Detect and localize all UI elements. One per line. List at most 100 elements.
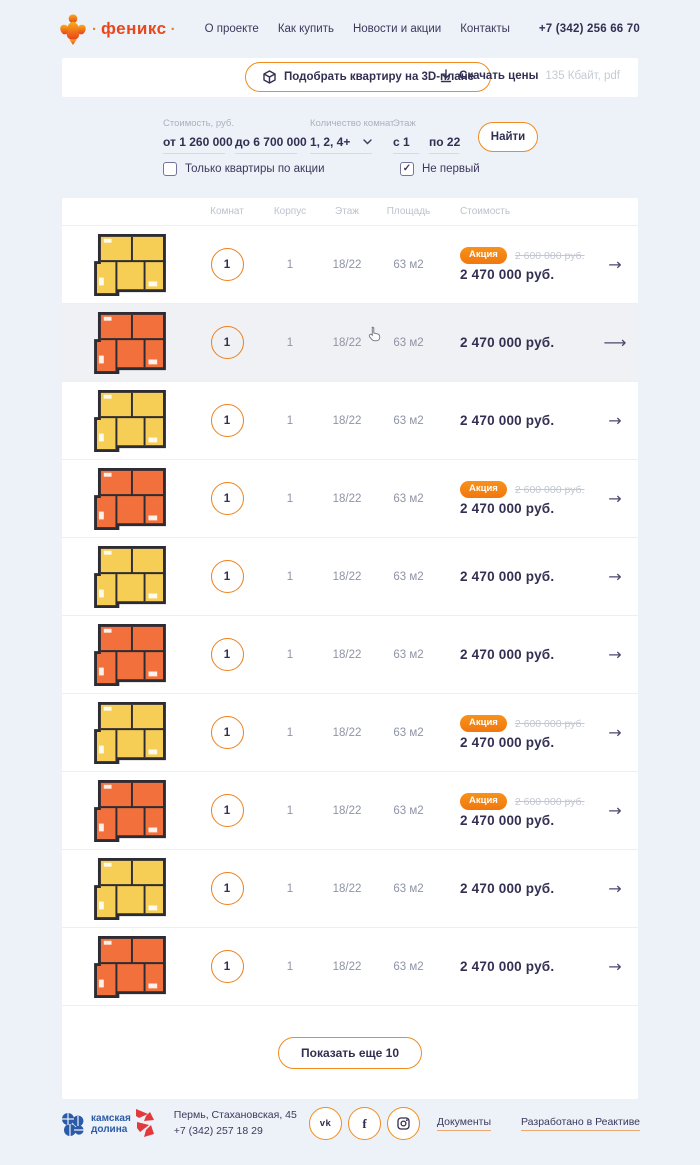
price-from-input[interactable]: от 1 260 000 xyxy=(163,129,233,154)
phoenix-logo[interactable]: · феникс · xyxy=(58,12,176,46)
nav-about[interactable]: О проекте xyxy=(204,23,259,35)
rooms-count: 1 xyxy=(223,414,231,427)
developed-by-link[interactable]: Разработано в Реактиве xyxy=(521,1116,640,1131)
brand-dot-left: · xyxy=(92,20,97,38)
rooms-filter-group: Количество комнат 1, 2, 4+ xyxy=(310,118,394,154)
footer-address-block: Пермь, Стахановская, 45 +7 (342) 257 18 … xyxy=(174,1108,297,1140)
floor-plan-thumbnail[interactable] xyxy=(88,700,172,766)
price: 2 470 000 руб. xyxy=(460,413,555,428)
floor-plan-thumbnail[interactable] xyxy=(88,934,172,1000)
floor-cell: 18/22 xyxy=(332,258,362,271)
floor-plan-thumbnail[interactable] xyxy=(88,544,172,610)
apartment-row[interactable]: 1 1 18/22 63 м2 Акция 2 600 000 руб. 2 4… xyxy=(62,226,638,304)
row-arrow-icon[interactable]: → xyxy=(608,411,622,430)
promo-line: Акция 2 600 000 руб. xyxy=(460,247,602,264)
apartment-row[interactable]: 1 1 18/22 63 м2 Акция 2 470 000 руб. → xyxy=(62,382,638,460)
floor-from-input[interactable]: с 1 xyxy=(393,129,419,154)
promo-badge: Акция xyxy=(460,715,507,732)
area-cell: 63 м2 xyxy=(393,960,424,973)
col-rooms: Комнат xyxy=(210,206,244,217)
floor-plan-thumbnail[interactable] xyxy=(88,622,172,688)
documents-link[interactable]: Документы xyxy=(436,1116,492,1131)
header-phone[interactable]: +7 (342) 256 66 70 xyxy=(538,23,640,35)
row-arrow-icon[interactable]: → xyxy=(608,957,622,976)
building-cell: 1 xyxy=(286,804,294,817)
row-arrow-icon[interactable]: → xyxy=(608,255,622,274)
price-to-input[interactable]: до 6 700 000 xyxy=(235,129,307,154)
rooms-count: 1 xyxy=(223,804,231,817)
apartment-row[interactable]: 1 1 18/22 63 м2 Акция 2 600 000 руб. 2 4… xyxy=(62,694,638,772)
brand-name: феникс xyxy=(101,19,167,38)
instagram-glyph xyxy=(397,1117,410,1130)
floor-plan-thumbnail[interactable] xyxy=(88,232,172,298)
plan-cell xyxy=(62,544,188,610)
price: 2 470 000 руб. xyxy=(460,812,555,828)
building-cell: 1 xyxy=(286,726,294,739)
rooms-select[interactable]: 1, 2, 4+ xyxy=(310,129,372,154)
plan-cell xyxy=(62,310,188,376)
promo-only-checkbox[interactable]: Только квартиры по акции xyxy=(163,162,325,176)
nav-news[interactable]: Новости и акции xyxy=(352,23,442,35)
apartment-row[interactable]: 1 1 18/22 63 м2 Акция 2 600 000 руб. 2 4… xyxy=(62,460,638,538)
price: 2 470 000 руб. xyxy=(460,881,555,896)
kamskaya-dolina-logo[interactable]: камская долина xyxy=(58,1108,156,1140)
building-cell: 1 xyxy=(286,492,294,505)
row-arrow-icon[interactable]: → xyxy=(608,645,622,664)
plan3d-button[interactable]: Подобрать квартиру на 3D-плане xyxy=(245,62,492,92)
main-nav: О проекте Как купить Новости и акции Кон… xyxy=(205,23,510,35)
price: 2 470 000 руб. xyxy=(460,734,555,750)
apartment-row[interactable]: 1 1 18/22 63 м2 Акция 2 470 000 руб. → xyxy=(62,616,638,694)
nav-how-to-buy[interactable]: Как купить xyxy=(277,23,334,35)
floor-plan-thumbnail[interactable] xyxy=(88,310,172,376)
apartment-row[interactable]: 1 1 18/22 63 м2 Акция 2 470 000 руб. ⟶ xyxy=(62,304,638,382)
row-arrow-icon[interactable]: → xyxy=(608,801,622,820)
row-arrow-icon[interactable]: ⟶ xyxy=(603,333,627,352)
rooms-badge: 1 xyxy=(210,404,244,437)
footer: камская долина Пермь, Стахановская, 45 +… xyxy=(0,1099,700,1154)
apartment-row[interactable]: 1 1 18/22 63 м2 Акция 2 470 000 руб. → xyxy=(62,928,638,1006)
rooms-badge: 1 xyxy=(210,872,244,905)
apartment-row[interactable]: 1 1 18/22 63 м2 Акция 2 600 000 руб. 2 4… xyxy=(62,772,638,850)
apartment-row[interactable]: 1 1 18/22 63 м2 Акция 2 470 000 руб. → xyxy=(62,538,638,616)
floor-plan-thumbnail[interactable] xyxy=(88,856,172,922)
price-cell: Акция 2 470 000 руб. xyxy=(437,335,602,350)
old-price: 2 600 000 руб. xyxy=(514,795,585,808)
rooms-badge: 1 xyxy=(210,716,244,749)
floor-plan-thumbnail[interactable] xyxy=(88,778,172,844)
not-first-checkbox[interactable]: ✓ Не первый xyxy=(400,162,480,176)
row-arrow-icon[interactable]: → xyxy=(608,489,622,508)
old-price: 2 600 000 руб. xyxy=(514,717,585,730)
row-arrow-icon[interactable]: → xyxy=(608,567,622,586)
facebook-icon[interactable]: f xyxy=(348,1107,381,1140)
rooms-badge: 1 xyxy=(210,638,244,671)
rooms-badge: 1 xyxy=(210,248,244,281)
promo-badge: Акция xyxy=(460,481,507,498)
apartment-row[interactable]: 1 1 18/22 63 м2 Акция 2 470 000 руб. → xyxy=(62,850,638,928)
vk-icon[interactable]: vk xyxy=(309,1107,342,1140)
area-cell: 63 м2 xyxy=(393,882,424,895)
rooms-count: 1 xyxy=(223,492,231,505)
floor-plan-thumbnail[interactable] xyxy=(88,388,172,454)
show-more-button[interactable]: Показать еще 10 xyxy=(277,1036,422,1069)
footer-phone[interactable]: +7 (342) 257 18 29 xyxy=(173,1124,263,1137)
search-button[interactable]: Найти xyxy=(478,122,538,152)
area-cell: 63 м2 xyxy=(393,804,424,817)
row-arrow-icon[interactable]: → xyxy=(608,723,622,742)
price: 2 470 000 руб. xyxy=(460,569,555,584)
row-arrow-icon[interactable]: → xyxy=(608,879,622,898)
kamskaya-crystal-icon xyxy=(62,1112,84,1136)
kamskaya-dolina-name: камская долина xyxy=(91,1112,131,1135)
floor-to-input[interactable]: по 22 xyxy=(429,129,460,154)
not-first-checkbox-box[interactable]: ✓ xyxy=(400,162,414,176)
cube-3d-icon xyxy=(263,70,276,84)
instagram-icon[interactable] xyxy=(387,1107,420,1140)
floor-plan-thumbnail[interactable] xyxy=(88,466,172,532)
promo-checkbox-box[interactable] xyxy=(163,162,177,176)
promo-line: Акция 2 600 000 руб. xyxy=(460,715,602,732)
price: 2 470 000 руб. xyxy=(460,500,555,516)
nav-contacts[interactable]: Контакты xyxy=(460,23,510,35)
price-cell: Акция 2 470 000 руб. xyxy=(437,413,602,428)
brand-dot-right: · xyxy=(170,20,176,38)
table-rows: 1 1 18/22 63 м2 Акция 2 600 000 руб. 2 4… xyxy=(62,226,638,1006)
download-prices-link[interactable]: Скачать цены 135 Кбайт, pdf xyxy=(440,69,620,83)
